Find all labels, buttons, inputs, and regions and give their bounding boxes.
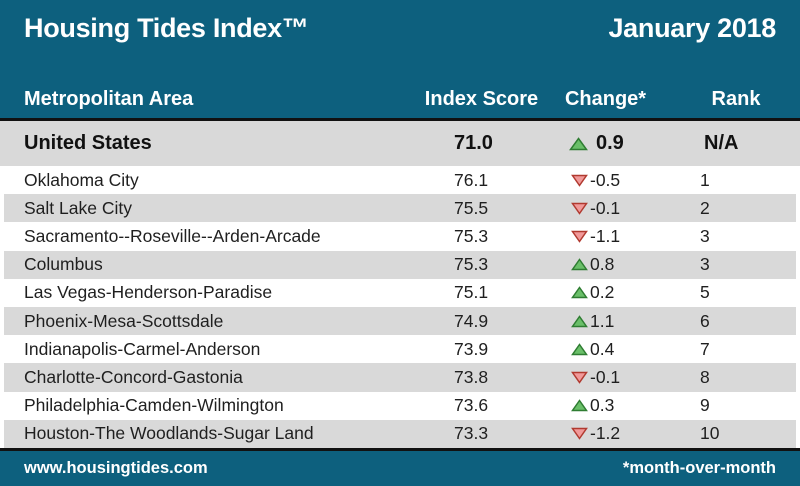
table-row: Sacramento--Roseville--Arden-Arcade 75.3… (4, 222, 796, 250)
change-value: 1.1 (590, 310, 615, 331)
metro-cell: Columbus (24, 254, 103, 275)
down-triangle-icon (571, 202, 588, 215)
column-header-index-score: Index Score (424, 88, 539, 110)
rank-cell: 9 (700, 395, 710, 416)
index-score-cell: 73.9 (454, 338, 489, 359)
change-cell: -1.2 (539, 420, 672, 448)
metro-cell: Sacramento--Roseville--Arden-Arcade (24, 225, 321, 246)
up-triangle-icon (571, 399, 588, 412)
change-value: 0.8 (590, 254, 615, 275)
index-score-cell: 75.5 (454, 197, 489, 218)
up-triangle-icon (571, 314, 588, 327)
page-title: Housing Tides Index™ (24, 13, 309, 43)
change-value: 0.4 (590, 338, 615, 359)
metro-cell: United States (24, 132, 152, 154)
index-score-cell: 73.6 (454, 395, 489, 416)
title-row: Housing Tides Index™ January 2018 (0, 13, 800, 44)
table-row: Charlotte-Concord-Gastonia 73.8 -0.1 8 (4, 363, 796, 392)
table-row: Philadelphia-Camden-Wilmington 73.6 0.3 … (4, 392, 796, 420)
rank-cell: N/A (704, 132, 739, 154)
change-value: -0.5 (590, 169, 621, 190)
down-triangle-icon (571, 371, 588, 384)
change-value: 0.3 (590, 395, 615, 416)
rank-cell: 3 (700, 225, 710, 246)
change-value: -0.1 (590, 197, 621, 218)
index-score-cell: 71.0 (454, 132, 493, 154)
down-triangle-icon (571, 174, 588, 187)
table-row: Oklahoma City 76.1 -0.5 1 (4, 166, 796, 194)
rank-cell: 3 (700, 254, 710, 275)
table-body: Oklahoma City 76.1 -0.5 1 Salt Lake City… (0, 166, 800, 448)
rank-cell: 5 (700, 282, 710, 303)
header-divider (0, 118, 800, 121)
index-score-cell: 75.3 (454, 254, 489, 275)
column-header-metro: Metropolitan Area (24, 88, 194, 110)
footnote: *month-over-month (622, 459, 776, 477)
column-headers: Metropolitan Area Index Score Change* Ra… (0, 88, 800, 111)
up-triangle-icon (571, 342, 588, 355)
rank-cell: 7 (700, 338, 710, 359)
metro-cell: Charlotte-Concord-Gastonia (24, 366, 243, 387)
change-cell: 0.9 (539, 121, 672, 166)
rank-cell: 6 (700, 310, 710, 331)
change-value: -1.1 (590, 225, 621, 246)
metro-cell: Indianapolis-Carmel-Anderson (24, 338, 261, 359)
report-period: January 2018 (608, 13, 776, 43)
footer: www.housingtides.com *month-over-month (0, 451, 800, 486)
change-value: -0.1 (590, 366, 621, 387)
index-score-cell: 73.8 (454, 366, 489, 387)
change-cell: -1.1 (539, 222, 672, 250)
table-row: Phoenix-Mesa-Scottsdale 74.9 1.1 6 (4, 306, 796, 336)
index-score-cell: 73.3 (454, 423, 489, 444)
change-cell: 0.4 (539, 335, 672, 363)
change-value: 0.9 (596, 132, 624, 154)
metro-cell: Philadelphia-Camden-Wilmington (24, 395, 284, 416)
change-cell: -0.5 (539, 166, 672, 194)
change-cell: 0.3 (539, 392, 672, 420)
index-score-cell: 75.1 (454, 282, 489, 303)
metro-cell: Oklahoma City (24, 169, 139, 190)
rank-cell: 10 (700, 423, 720, 444)
table-row: Las Vegas-Henderson-Paradise 75.1 0.2 5 (4, 279, 796, 307)
rank-cell: 2 (700, 197, 710, 218)
up-triangle-icon (571, 258, 588, 271)
down-triangle-icon (571, 428, 588, 441)
summary-row: United States 71.0 0.9 N/A (0, 121, 800, 166)
metro-cell: Houston-The Woodlands-Sugar Land (24, 423, 314, 444)
footer-divider (0, 448, 800, 451)
up-triangle-icon (569, 136, 588, 150)
rank-cell: 8 (700, 366, 710, 387)
index-score-cell: 75.3 (454, 225, 489, 246)
website-link[interactable]: www.housingtides.com (24, 459, 208, 477)
column-header-rank: Rank (711, 88, 761, 110)
up-triangle-icon (571, 286, 588, 299)
index-score-cell: 74.9 (454, 310, 489, 331)
header: Housing Tides Index™ January 2018 Metrop… (0, 0, 800, 118)
metro-cell: Las Vegas-Henderson-Paradise (24, 282, 273, 303)
change-cell: 0.8 (539, 251, 672, 279)
table-row: Houston-The Woodlands-Sugar Land 73.3 -1… (4, 419, 796, 448)
metro-cell: Phoenix-Mesa-Scottsdale (24, 310, 224, 331)
rank-cell: 1 (700, 169, 710, 190)
index-score-cell: 76.1 (454, 169, 489, 190)
change-cell: -0.1 (539, 194, 672, 222)
table-row: Columbus 75.3 0.8 3 (4, 250, 796, 279)
change-cell: 0.2 (539, 279, 672, 307)
metro-cell: Salt Lake City (24, 197, 132, 218)
change-cell: -0.1 (539, 363, 672, 391)
table-row: Salt Lake City 75.5 -0.1 2 (4, 194, 796, 223)
change-value: -1.2 (590, 423, 621, 444)
down-triangle-icon (571, 230, 588, 243)
column-header-change: Change* (564, 88, 647, 110)
table-row: Indianapolis-Carmel-Anderson 73.9 0.4 7 (4, 335, 796, 363)
change-cell: 1.1 (539, 307, 672, 335)
change-value: 0.2 (590, 282, 615, 303)
